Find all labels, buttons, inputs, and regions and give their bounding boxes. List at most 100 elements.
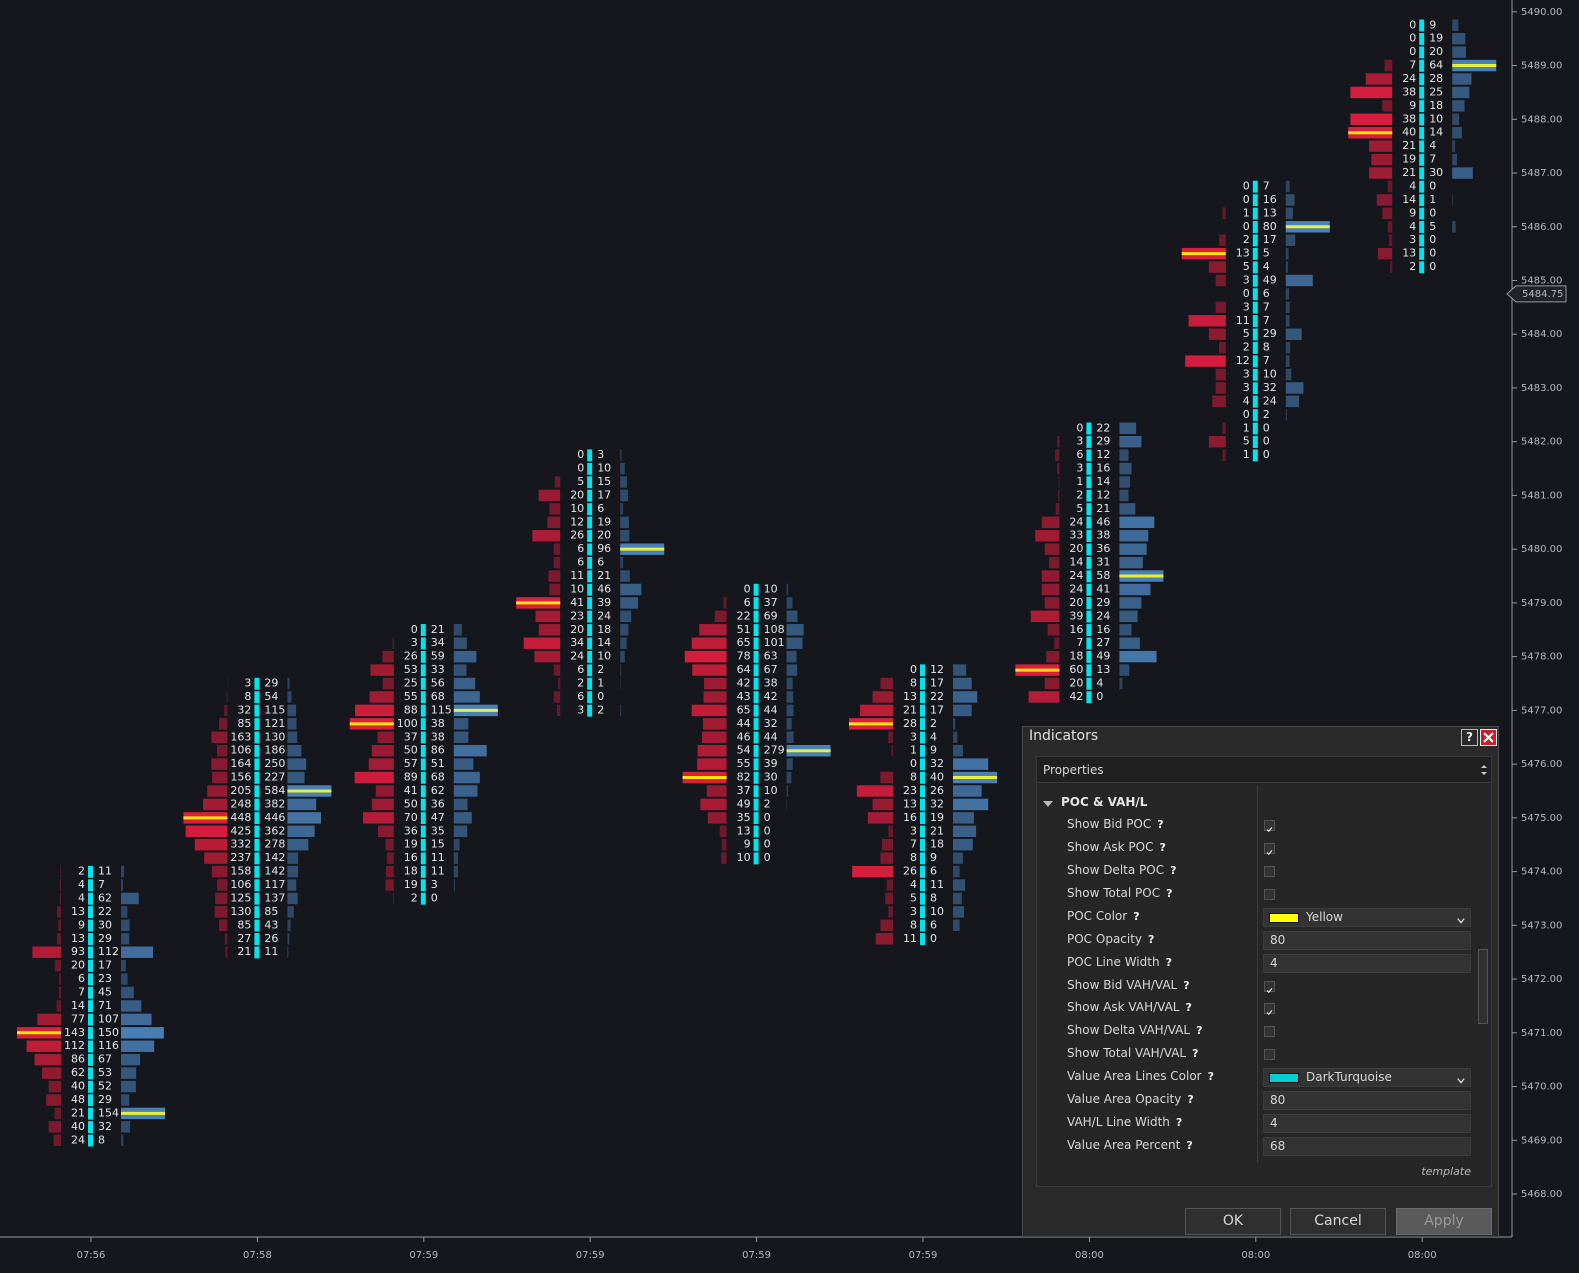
delta-strip: [88, 1013, 93, 1026]
bid-volume: 50: [404, 744, 418, 757]
help-button[interactable]: ?: [1461, 729, 1478, 746]
ask-volume: 46: [1096, 515, 1110, 528]
delta-strip: [1419, 113, 1425, 126]
bid-volume: 2: [1409, 260, 1416, 273]
checkbox-glyph: [1266, 987, 1273, 993]
delta-strip: [753, 677, 759, 690]
bid-volume: 2: [577, 677, 584, 690]
ask-volume: 8: [1263, 341, 1270, 354]
section-toggle: [1043, 798, 1053, 808]
bid-volume-bar: [1028, 691, 1060, 703]
bid-volume: 16: [903, 811, 917, 824]
delta-strip: [254, 906, 260, 919]
checkbox[interactable]: [1264, 842, 1275, 856]
section-title: POC & VAH/L: [1061, 795, 1148, 809]
help-icon: ?: [1148, 932, 1155, 946]
ask-volume: 40: [930, 771, 944, 784]
delta-strip: [254, 677, 260, 690]
ask-volume-bar: [453, 664, 467, 676]
label-text: Value Area Lines Color: [1067, 1069, 1202, 1084]
delta-strip: [1419, 100, 1425, 113]
ask-volume: 2: [597, 703, 604, 716]
delta-strip: [1086, 610, 1092, 623]
bid-volume: 6: [577, 663, 584, 676]
checkbox[interactable]: [1264, 1049, 1275, 1061]
section-toggle-glyph: [1043, 801, 1053, 807]
ask-volume: 7: [1263, 179, 1270, 192]
dialog-button[interactable]: Apply: [1396, 1208, 1492, 1235]
bid-volume-bar: [54, 959, 61, 972]
ask-volume-bar: [953, 839, 973, 851]
property-input[interactable]: 68: [1263, 1137, 1471, 1157]
color-dropdown[interactable]: Yellow: [1263, 907, 1471, 927]
delta-strip: [1252, 368, 1258, 381]
ask-volume-bar: [453, 825, 468, 838]
checkbox[interactable]: [1264, 865, 1275, 877]
bid-volume-bar: [369, 691, 394, 703]
x-tick-label: 07:59: [576, 1250, 605, 1261]
ask-volume-bar: [1119, 597, 1142, 609]
bid-volume: 13: [1236, 247, 1250, 260]
ask-volume: 68: [431, 771, 445, 784]
bid-volume-bar: [553, 543, 561, 555]
bid-volume: 8: [910, 771, 917, 784]
delta-strip: [1419, 207, 1425, 220]
bid-volume-bar: [702, 718, 727, 730]
delta-strip: [587, 597, 593, 610]
bid-volume: 0: [577, 462, 584, 475]
ask-volume-bar: [121, 1094, 130, 1106]
help-icon: ?: [1196, 1024, 1203, 1038]
ask-volume: 85: [264, 905, 278, 918]
ask-volume-bar: [121, 946, 153, 958]
ask-volume-bar: [287, 691, 292, 703]
property-input[interactable]: 4: [1263, 1114, 1471, 1134]
property-input[interactable]: 80: [1263, 930, 1471, 950]
bid-volume: 5: [1076, 502, 1083, 515]
column-divider: [1257, 785, 1258, 1163]
delta-strip: [254, 919, 260, 932]
delta-strip: [420, 865, 426, 878]
bid-volume-bar: [523, 637, 561, 649]
ask-volume-bar: [786, 731, 794, 743]
close-button[interactable]: [1480, 729, 1497, 746]
ask-volume: 362: [264, 824, 285, 837]
checkbox[interactable]: [1264, 1026, 1275, 1038]
ask-volume: 17: [930, 703, 944, 716]
bid-volume: 86: [71, 1053, 85, 1066]
delta-strip: [920, 906, 925, 919]
ask-volume-bar: [1285, 368, 1292, 381]
bid-volume-bar: [888, 731, 893, 743]
help-icon: ?: [1207, 1070, 1214, 1084]
ask-volume-bar: [1452, 86, 1470, 99]
ask-volume-bar: [1285, 180, 1290, 193]
color-dropdown[interactable]: DarkTurquoise: [1263, 1068, 1471, 1088]
ask-volume-bar: [287, 865, 299, 878]
delta-strip: [587, 704, 593, 717]
bid-volume-bar: [885, 892, 893, 905]
bid-volume-bar: [1215, 274, 1226, 287]
bid-volume-bar: [37, 1013, 61, 1026]
property-input[interactable]: 80: [1263, 1091, 1471, 1111]
bid-volume: 5: [1243, 260, 1250, 273]
delta-strip: [1252, 207, 1258, 220]
checkbox[interactable]: [1264, 1003, 1275, 1016]
delta-strip: [254, 718, 260, 731]
ask-volume-bar: [1285, 194, 1295, 206]
delta-strip: [920, 919, 925, 932]
ask-volume: 44: [764, 703, 778, 716]
property-input[interactable]: 4: [1263, 953, 1471, 973]
bid-volume: 21: [1402, 139, 1416, 152]
dialog-button[interactable]: Cancel: [1290, 1208, 1386, 1235]
bid-volume: 125: [230, 891, 251, 904]
dialog-button[interactable]: OK: [1185, 1208, 1281, 1235]
bid-volume: 3: [1076, 462, 1083, 475]
checkbox[interactable]: [1264, 980, 1275, 993]
y-tick-label: 5488.00: [1521, 114, 1562, 125]
checkbox[interactable]: [1264, 820, 1275, 833]
bid-volume: 0: [1243, 220, 1250, 233]
bid-volume-bar: [860, 704, 893, 717]
ask-volume: 121: [264, 717, 285, 730]
bid-volume-bar: [225, 946, 228, 958]
bid-volume-bar: [1055, 449, 1060, 461]
checkbox[interactable]: [1264, 888, 1275, 900]
